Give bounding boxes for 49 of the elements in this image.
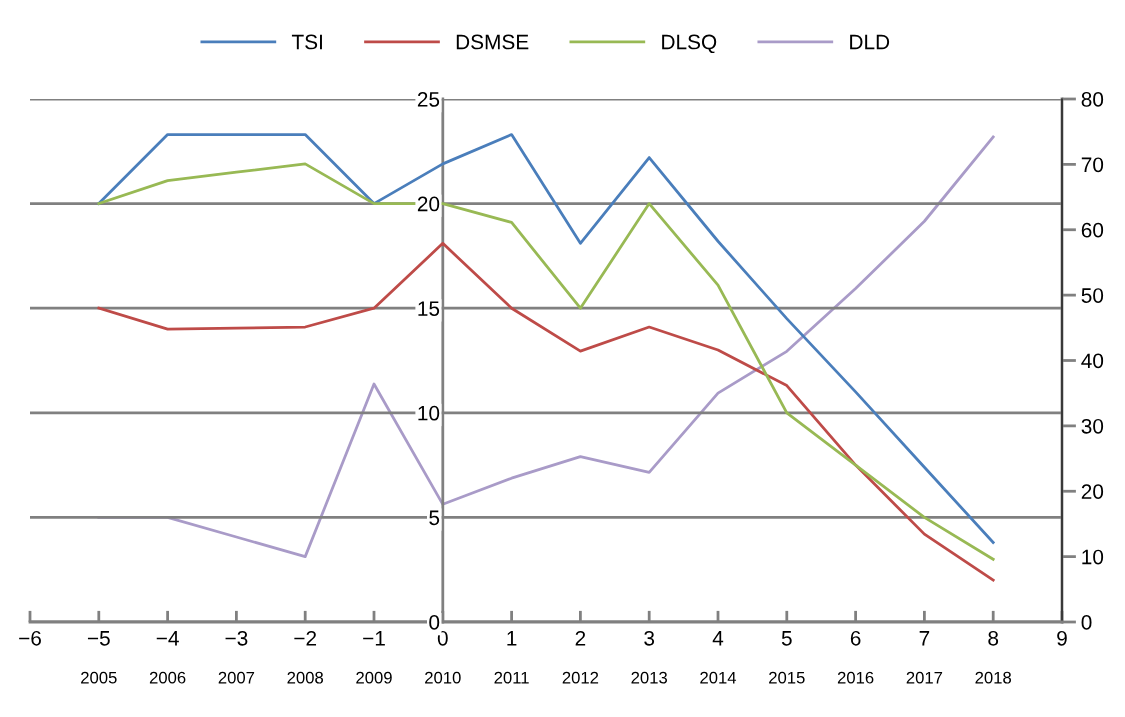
y2-tick-label: 70	[1081, 157, 1104, 173]
legend-label: DLSQ	[662, 34, 717, 54]
x2-tick-label: 2016	[837, 671, 874, 684]
y-tick-label: 20	[417, 196, 440, 212]
y-tick-label: 0	[429, 615, 440, 630]
x-tick-label: 1	[507, 631, 517, 646]
x-tick-label: 2	[575, 630, 586, 646]
x-tick-label: −1	[363, 631, 385, 646]
y-tick-label: 15	[418, 301, 440, 316]
x2-tick-label: 2008	[287, 671, 324, 684]
y2-tick-label: 20	[1081, 484, 1104, 499]
x2-tick-label: 2007	[218, 671, 255, 684]
x-tick-label: 9	[1057, 630, 1067, 646]
y2-tick-label: 0	[1081, 615, 1092, 630]
x2-tick-label: 2014	[700, 671, 737, 684]
line-series	[97, 241, 995, 582]
x2-tick-label: 2006	[149, 671, 186, 684]
y2-tick-label: 60	[1081, 222, 1104, 238]
legend-label: TSI	[291, 34, 322, 50]
x-tick-label: −4	[156, 631, 179, 646]
legend-label: DLD	[850, 34, 890, 50]
x2-tick-label: 2009	[356, 671, 392, 684]
x2-tick-label: 2017	[906, 671, 943, 684]
x-tick-label: 5	[781, 631, 792, 646]
x2-tick-label: 2013	[631, 671, 668, 684]
y2-tick-label: 10	[1082, 549, 1104, 565]
y2-tick-label: 80	[1081, 92, 1104, 107]
x2-tick-label: 2015	[769, 671, 805, 684]
legend-label: DSMSE	[456, 34, 529, 50]
x2-tick-label: 2010	[425, 671, 461, 684]
y2-tick-label: 40	[1081, 353, 1104, 369]
x-tick-label: 3	[644, 630, 655, 646]
y2-tick-label: 50	[1081, 288, 1104, 303]
x-tick-label: −3	[225, 630, 248, 646]
x-tick-label: −5	[87, 631, 110, 646]
x-tick-label: 6	[850, 630, 861, 646]
x-tick-label: 8	[988, 630, 999, 646]
x-tick-label: 4	[712, 631, 724, 646]
y-tick-label: 5	[429, 510, 440, 526]
x2-tick-label: 2012	[562, 671, 599, 684]
x2-tick-label: 2005	[81, 671, 117, 684]
x2-tick-label: 2018	[975, 671, 1012, 684]
x-tick-label: −6	[19, 630, 41, 646]
x-tick-label: −2	[294, 630, 317, 646]
y-tick-label: 25	[417, 92, 440, 107]
y2-tick-label: 30	[1081, 418, 1104, 434]
x-tick-label: 7	[919, 631, 930, 646]
x2-tick-label: 2011	[494, 671, 529, 684]
y-tick-label: 10	[418, 405, 440, 421]
